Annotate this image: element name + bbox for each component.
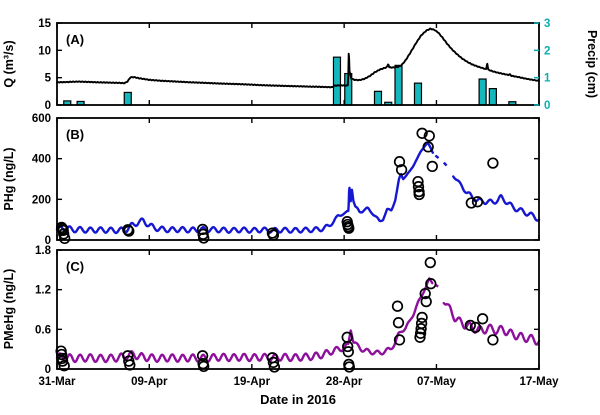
pmehg-observations-marker bbox=[342, 340, 354, 353]
phg-observations-marker bbox=[196, 223, 209, 236]
y-tick-label: 1.8 bbox=[35, 245, 52, 257]
x-tick-label: 28-Apr bbox=[326, 376, 363, 388]
y-axis-label-precip: Precip (cm) bbox=[585, 30, 599, 98]
pmehg-observations-marker bbox=[58, 360, 70, 372]
precip-bar bbox=[394, 64, 403, 106]
pmehg-model-line bbox=[442, 301, 541, 346]
pmehg-observations-marker bbox=[268, 361, 281, 373]
x-tick-label: 31-Mar bbox=[38, 376, 76, 388]
phg-model-line bbox=[55, 141, 434, 235]
precip-bar bbox=[123, 91, 132, 106]
y-axis-label-pmehg: PMeHg (ng/L) bbox=[2, 269, 16, 350]
y-axis-label-phg: PHg (ng/L) bbox=[2, 147, 16, 210]
panel-a-discharge-precip bbox=[56, 27, 540, 106]
precip-bar bbox=[413, 82, 423, 106]
panel-c-pmehg bbox=[55, 256, 541, 373]
phg-observations-marker bbox=[59, 232, 71, 245]
phg-observations-marker bbox=[471, 196, 484, 208]
y-tick-label: 0.6 bbox=[35, 324, 51, 336]
pmehg-observations-marker bbox=[414, 331, 426, 343]
panel-c-letter: (C) bbox=[66, 259, 84, 274]
y-tick-label: 200 bbox=[32, 194, 51, 206]
pmehg-observations-marker bbox=[392, 317, 405, 329]
y-tick-label: 10 bbox=[38, 45, 51, 57]
phg-observations-marker bbox=[58, 228, 70, 240]
pmehg-observations-marker bbox=[391, 300, 404, 312]
x-tick-label: 09-Apr bbox=[131, 376, 168, 388]
precip-tick-label: 2 bbox=[544, 45, 550, 57]
pmehg-observations-marker bbox=[415, 317, 428, 330]
phg-observations-marker bbox=[393, 156, 406, 168]
phg-observations-marker bbox=[422, 141, 434, 153]
phg-observations-marker bbox=[395, 164, 408, 176]
phg-model-line-dashed bbox=[434, 154, 453, 172]
pmehg-observations-marker bbox=[487, 334, 499, 346]
y-tick-label: 15 bbox=[38, 18, 51, 30]
pmehg-observations-marker bbox=[196, 350, 209, 362]
precip-tick-label: 3 bbox=[544, 18, 550, 30]
pmehg-observations-marker bbox=[198, 360, 210, 373]
panel-frame bbox=[56, 22, 540, 106]
phg-observations-marker bbox=[465, 197, 477, 209]
panel-frame bbox=[56, 249, 540, 370]
pmehg-observations-marker bbox=[415, 323, 427, 335]
axes-layer: 0 5 10 15 0 1 2 3 0 200 400 600 31-Mar 09-Apr 19-Apr 28… bbox=[32, 18, 559, 388]
pmehg-observations-marker bbox=[393, 334, 406, 346]
precip-bar bbox=[373, 90, 383, 106]
pmehg-observations-marker bbox=[469, 321, 482, 334]
pmehg-observations-marker bbox=[420, 295, 432, 308]
x-tick-label: 19-Apr bbox=[234, 376, 271, 388]
y-tick-label: 5 bbox=[45, 73, 52, 85]
y-axis-label-discharge: Q (m³/s) bbox=[2, 40, 16, 87]
panel-b-letter: (B) bbox=[66, 127, 84, 142]
pmehg-observations-marker bbox=[425, 278, 437, 290]
pmehg-observations-marker bbox=[267, 356, 280, 369]
phg-observations-marker bbox=[416, 127, 428, 139]
y-tick-label: 1.2 bbox=[35, 285, 51, 297]
phg-observations-marker bbox=[413, 188, 425, 201]
x-tick-label: 17-May bbox=[520, 376, 560, 388]
pmehg-observations-marker bbox=[424, 256, 436, 269]
pmehg-observations-marker bbox=[416, 311, 428, 324]
precip-bar bbox=[488, 87, 497, 106]
pmehg-observations-marker bbox=[476, 313, 489, 325]
pmehg-observations-marker bbox=[419, 287, 431, 300]
phg-observations-marker bbox=[123, 225, 135, 237]
y-tick-label: 400 bbox=[32, 154, 51, 166]
pmehg-model-line bbox=[55, 277, 434, 364]
phg-observations-marker bbox=[487, 157, 499, 169]
pmehg-observations-marker bbox=[464, 319, 476, 332]
phg-observations-marker bbox=[122, 224, 134, 236]
panel-b-phg bbox=[55, 127, 541, 245]
y-tick-label: 0 bbox=[45, 364, 51, 376]
y-tick-label: 600 bbox=[32, 113, 51, 125]
pmehg-observations-marker bbox=[342, 346, 354, 358]
precip-bar bbox=[332, 56, 342, 106]
precip-tick-label: 1 bbox=[544, 73, 551, 85]
panel-a-letter: (A) bbox=[66, 32, 84, 47]
x-axis-label: Date in 2016 bbox=[260, 392, 336, 407]
x-tick-label: 07-May bbox=[417, 376, 457, 388]
phg-observations-marker bbox=[426, 160, 438, 173]
phg-observations-marker bbox=[198, 232, 210, 244]
y-tick-label: 0 bbox=[45, 100, 51, 112]
precip-tick-label: 0 bbox=[544, 100, 550, 112]
phg-observations-marker bbox=[343, 222, 355, 234]
discharge-line bbox=[56, 27, 540, 89]
phg-model-line bbox=[452, 175, 541, 222]
phg-observations-marker bbox=[423, 130, 435, 142]
y-tick-label: 0 bbox=[45, 235, 51, 247]
panel-frame bbox=[56, 117, 540, 241]
phg-observations-marker bbox=[412, 181, 425, 193]
precip-bar bbox=[478, 78, 487, 106]
